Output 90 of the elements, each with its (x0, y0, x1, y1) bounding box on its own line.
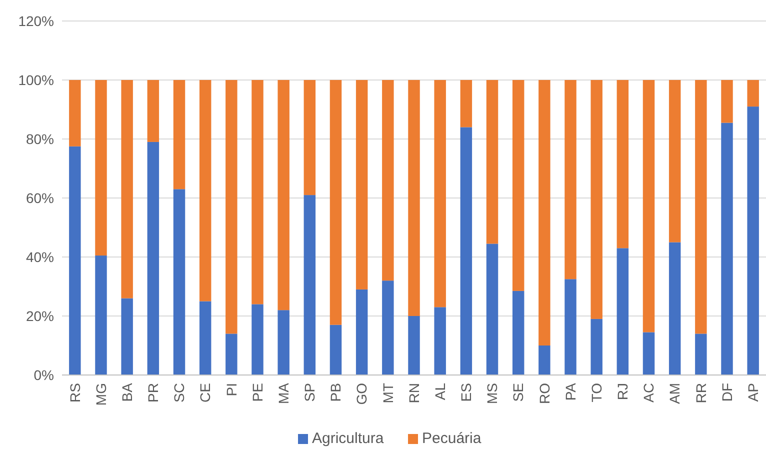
x-tick-label: RR (692, 383, 709, 404)
bar (252, 80, 264, 304)
bar (356, 80, 368, 290)
bar (356, 289, 368, 375)
bar (434, 80, 446, 308)
bar (512, 290, 524, 375)
x-tick-label: RO (536, 382, 552, 404)
bar (564, 279, 576, 375)
x-tick-label: MT (380, 382, 396, 404)
y-tick-label: 40% (26, 248, 54, 265)
bar (147, 142, 160, 375)
bar (538, 346, 550, 375)
x-tick-label: AM (666, 383, 683, 404)
bar (69, 146, 81, 375)
x-tick-label: PI (223, 383, 240, 396)
x-tick-label: AC (640, 383, 657, 402)
x-tick-label: SE (510, 383, 526, 402)
x-tick-label: GO (354, 382, 370, 405)
bar (199, 301, 212, 375)
bar (564, 80, 576, 280)
bar (408, 316, 420, 375)
bar (747, 80, 759, 107)
bar (95, 256, 107, 375)
bar (721, 80, 733, 123)
bar (434, 307, 446, 375)
bar (486, 244, 498, 375)
bar (278, 310, 290, 375)
x-tick-label: RJ (614, 383, 631, 400)
bar (226, 334, 238, 375)
bar (590, 80, 602, 319)
bar (147, 80, 160, 142)
bar (668, 242, 681, 375)
x-tick-label: RN (406, 383, 422, 404)
bar (642, 332, 655, 375)
bar (199, 80, 212, 302)
x-tick-label: MG (92, 383, 109, 406)
x-tick-label: TO (588, 382, 604, 402)
legend-label: Pecuária (422, 430, 482, 447)
bar (382, 280, 394, 375)
x-tick-label: ES (458, 383, 474, 402)
x-tick-label: PE (249, 383, 266, 402)
bar (590, 318, 602, 375)
bar (252, 304, 264, 375)
bar (721, 122, 733, 375)
y-tick-label: 20% (26, 308, 54, 324)
y-tick-label: 100% (18, 72, 54, 88)
x-tick-label: PA (562, 382, 578, 401)
bar (695, 334, 707, 375)
bar (382, 80, 394, 281)
x-tick-label: DF (718, 383, 735, 402)
legend-label: Agricultura (312, 430, 384, 447)
bar (226, 80, 238, 334)
bar (695, 80, 707, 334)
bar (95, 80, 107, 256)
x-tick-label: MA (275, 382, 292, 404)
bar (616, 80, 629, 248)
x-tick-label: PB (328, 383, 344, 402)
x-tick-label: MS (484, 383, 500, 404)
x-tick-label: SC (171, 383, 188, 402)
bar (330, 80, 342, 325)
bar (538, 80, 550, 346)
bar (330, 324, 342, 375)
bar (69, 80, 81, 146)
x-tick-label: SP (302, 383, 318, 402)
bar (460, 80, 472, 128)
y-tick-label: 0% (34, 366, 54, 383)
y-tick-label: 60% (26, 190, 54, 206)
bar (121, 298, 133, 375)
bar (460, 127, 472, 375)
x-tick-label: AP (744, 383, 761, 402)
bar (642, 80, 655, 332)
bar (408, 80, 420, 316)
bar (304, 80, 316, 196)
bar (173, 189, 186, 375)
x-tick-label: AL (432, 382, 448, 400)
x-tick-label: CE (197, 383, 214, 402)
bar (173, 80, 186, 190)
bar (486, 80, 498, 244)
y-tick-label: 120% (18, 12, 54, 29)
bar (121, 80, 133, 298)
x-tick-label: BA (118, 382, 135, 402)
bar (304, 195, 316, 375)
bar (616, 248, 629, 375)
x-tick-label: PR (145, 383, 162, 402)
y-tick-label: 80% (26, 130, 54, 147)
bar (512, 80, 524, 291)
x-tick-label: RS (66, 383, 83, 402)
bar (747, 106, 759, 375)
bar (668, 80, 681, 242)
bar (278, 80, 290, 310)
